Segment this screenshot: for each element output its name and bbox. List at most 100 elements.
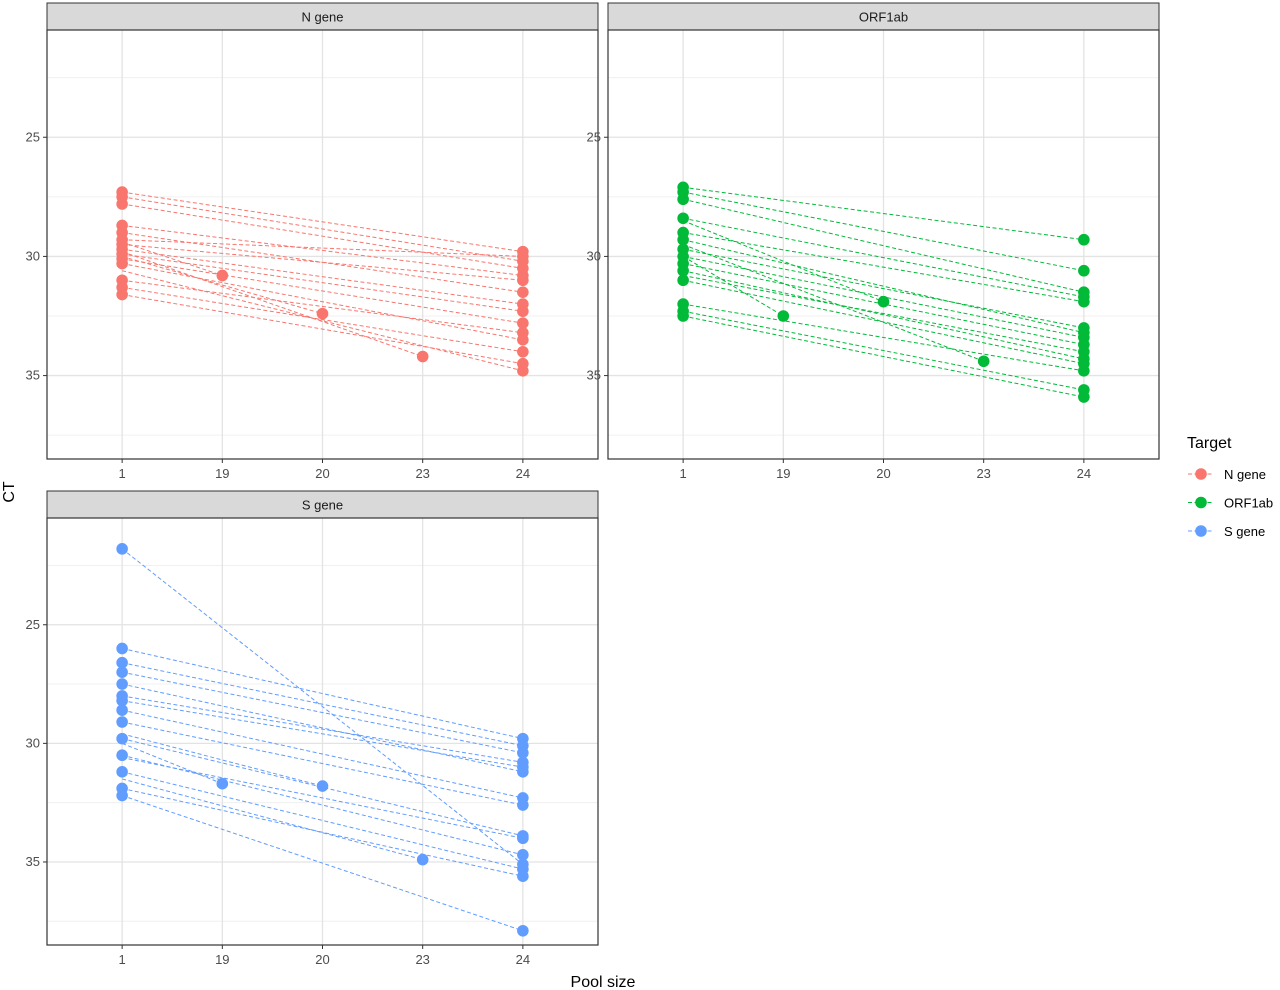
data-point bbox=[116, 732, 128, 745]
series-line bbox=[122, 771, 523, 870]
data-point bbox=[116, 678, 128, 690]
facet-panel-0: N gene 25 30 35 1 19 20 23 24 bbox=[26, 2, 599, 481]
data-point bbox=[677, 264, 689, 277]
y-tick-label: 30 bbox=[26, 248, 40, 263]
series-line bbox=[122, 709, 523, 799]
series-line bbox=[122, 721, 523, 806]
x-tick-label: 1 bbox=[119, 952, 126, 967]
facet-strip bbox=[46, 2, 599, 31]
data-point bbox=[517, 345, 529, 358]
data-point bbox=[677, 212, 689, 225]
series-line bbox=[122, 258, 523, 324]
x-tick-label: 24 bbox=[1077, 466, 1091, 481]
legend-item: ORF1ab bbox=[1188, 496, 1273, 511]
series-line bbox=[683, 303, 1084, 372]
legend-label: S gene bbox=[1224, 524, 1265, 539]
series-line bbox=[122, 286, 523, 353]
data-point bbox=[116, 666, 128, 678]
series-line bbox=[683, 198, 1084, 293]
series-line bbox=[121, 255, 323, 315]
x-axis-title: Pool size bbox=[571, 974, 636, 990]
series-line bbox=[683, 310, 1084, 391]
facet-strip bbox=[46, 490, 599, 519]
legend-item: S gene bbox=[1188, 524, 1265, 539]
data-point bbox=[1078, 391, 1090, 403]
facet-strip-label: N gene bbox=[302, 10, 344, 25]
series-line bbox=[122, 279, 523, 334]
data-point bbox=[216, 777, 229, 790]
x-tick-label: 23 bbox=[976, 466, 990, 481]
series-line bbox=[122, 662, 523, 747]
series-line bbox=[121, 742, 223, 785]
series-line bbox=[121, 251, 423, 357]
series-line bbox=[122, 671, 523, 754]
x-tick-label: 24 bbox=[516, 952, 530, 967]
data-point bbox=[517, 365, 529, 377]
series-line bbox=[683, 186, 1084, 241]
series-line bbox=[122, 700, 523, 768]
facet-panel-1: ORF1ab 25 30 35 1 19 20 23 24 bbox=[587, 2, 1160, 481]
data-point bbox=[316, 307, 329, 320]
series-line bbox=[122, 695, 523, 763]
series-line bbox=[122, 757, 523, 839]
y-axis-title: CT bbox=[1, 481, 18, 503]
data-point bbox=[1078, 295, 1090, 308]
series-line bbox=[122, 253, 523, 312]
series-line bbox=[683, 191, 1084, 272]
data-point bbox=[116, 766, 128, 778]
series-line bbox=[683, 315, 1084, 398]
series-line bbox=[122, 294, 523, 365]
y-tick-label: 25 bbox=[587, 129, 601, 144]
series-line bbox=[121, 795, 524, 932]
data-point bbox=[517, 766, 529, 778]
x-tick-label: 20 bbox=[876, 466, 890, 481]
series-line bbox=[682, 220, 884, 303]
data-point bbox=[116, 198, 128, 210]
facet-strip bbox=[607, 2, 1160, 31]
series-line bbox=[121, 548, 524, 865]
data-point bbox=[116, 749, 128, 762]
series-line bbox=[121, 241, 223, 276]
series-line bbox=[122, 224, 523, 276]
y-tick-label: 35 bbox=[26, 368, 40, 383]
data-point bbox=[116, 789, 128, 802]
x-tick-label: 1 bbox=[119, 466, 126, 481]
data-point bbox=[677, 193, 689, 206]
series-line bbox=[122, 203, 523, 269]
x-tick-label: 19 bbox=[215, 466, 229, 481]
series-line bbox=[683, 274, 1084, 353]
legend-key-point bbox=[1195, 496, 1207, 509]
data-point bbox=[517, 334, 529, 346]
x-tick-label: 20 bbox=[315, 952, 329, 967]
panels-layer: N gene 25 30 35 1 19 20 23 24 ORF1ab 25 30 35 1 19 20 23… bbox=[26, 2, 1160, 967]
series-line bbox=[682, 244, 984, 362]
legend-key-point bbox=[1195, 525, 1207, 537]
series-line bbox=[122, 248, 523, 305]
x-tick-label: 1 bbox=[680, 466, 687, 481]
series-line bbox=[122, 733, 323, 787]
facet-strip-label: ORF1ab bbox=[859, 10, 908, 25]
legend: Target N gene ORF1ab S gene bbox=[1187, 435, 1273, 539]
series-line bbox=[122, 754, 523, 856]
data-point bbox=[116, 288, 128, 301]
x-tick-label: 19 bbox=[215, 952, 229, 967]
series-line bbox=[122, 263, 523, 341]
legend-label: N gene bbox=[1224, 467, 1266, 482]
data-point bbox=[1078, 264, 1090, 277]
series-line bbox=[122, 738, 523, 837]
data-point bbox=[877, 295, 890, 308]
y-tick-label: 30 bbox=[26, 735, 40, 750]
x-tick-label: 19 bbox=[776, 466, 790, 481]
facet-strip-label: S gene bbox=[302, 498, 343, 513]
data-point bbox=[416, 350, 429, 363]
legend-items: N gene ORF1ab S gene bbox=[1188, 467, 1273, 539]
legend-item: N gene bbox=[1188, 467, 1266, 482]
data-point bbox=[517, 747, 529, 759]
y-tick-label: 35 bbox=[587, 368, 601, 383]
y-tick-label: 25 bbox=[26, 617, 40, 632]
data-point bbox=[517, 274, 529, 287]
x-tick-label: 24 bbox=[516, 466, 530, 481]
data-point bbox=[316, 780, 329, 792]
legend-title: Target bbox=[1187, 435, 1232, 452]
